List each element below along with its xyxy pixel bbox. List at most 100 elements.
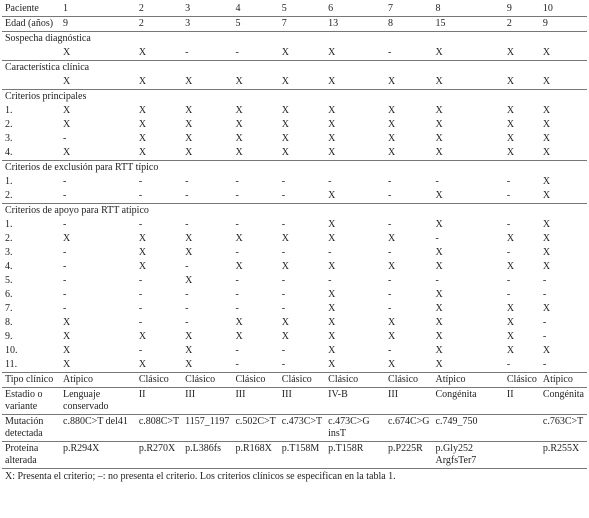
table-cell: 4. [5, 261, 13, 272]
table-cell: X [281, 47, 290, 58]
table-cell: 7 [281, 18, 287, 29]
table-cell: 1 [60, 2, 136, 17]
table-cell: X [435, 261, 443, 272]
table-cell: X [281, 147, 290, 158]
section-header: Característica clínica [2, 60, 587, 75]
table-cell: X [63, 47, 71, 58]
table-row: Edad (años) 9 2 3 5 7 13 8 15 2 9 [2, 17, 587, 32]
table-cell: - [63, 219, 67, 230]
table-cell: 2 [135, 2, 183, 17]
table-row: 3. - X X - - - - X - X [2, 246, 587, 260]
table-cell: 8 [388, 18, 394, 29]
table-cell: X [542, 303, 551, 314]
table-cell: - [235, 359, 239, 370]
table-cell: X [388, 119, 396, 130]
table-cell: - [138, 345, 143, 356]
table-cell: - [235, 303, 239, 314]
table-cell: - [235, 190, 239, 201]
table-cell: - [281, 289, 286, 300]
table-cell: X [435, 247, 443, 258]
table-cell: X [63, 359, 71, 370]
table-cell: X [328, 147, 336, 158]
table-cell: X [185, 345, 193, 356]
table-cell: 10. [5, 345, 18, 356]
table-cell: X [138, 133, 147, 144]
section-header: Criterios de exclusión para RTT típico [2, 160, 587, 175]
table-cell: - [542, 331, 547, 342]
table-cell: X [435, 359, 443, 370]
table-cell: 3 [182, 2, 233, 17]
table-cell: - [281, 219, 286, 230]
table-cell: Tipo clínico [2, 372, 60, 388]
table-row: 1. - - - - - - - - - X [2, 175, 587, 189]
table-row: 1. X X X X X X X X X X [2, 104, 587, 118]
table-cell: X [138, 331, 147, 342]
table-cell: X [435, 105, 443, 116]
table-cell: X [506, 119, 515, 130]
table-cell: X [542, 76, 551, 87]
table-cell: 3. [5, 247, 13, 258]
table-cell: 6. [5, 289, 13, 300]
table-cell: X [328, 345, 336, 356]
table-cell: - [185, 317, 189, 328]
table-cell: X [235, 76, 243, 87]
table-cell: X [388, 233, 396, 244]
table-cell: X [435, 345, 443, 356]
table-cell: - [435, 233, 439, 244]
table-cell: X [63, 233, 71, 244]
table-cell: - [435, 275, 439, 286]
table-cell: - [63, 275, 67, 286]
table-cell: - [506, 176, 511, 187]
table-cell: 9 [542, 18, 548, 29]
table-cell: Lenguaje conservado [60, 387, 136, 415]
table-cell: 1. [5, 219, 13, 230]
table-row: 1. - - - - - X - X - X [2, 218, 587, 232]
table-cell: X [185, 359, 193, 370]
table-cell: - [185, 176, 189, 187]
table-cell: Estadio o variante [2, 387, 60, 415]
table-row: 4. X X X X X X X X X X [2, 146, 587, 161]
table-cell: X [506, 331, 515, 342]
table-row: Criterios de apoyo para RTT atípico [2, 203, 587, 218]
table-cell: 1. [5, 176, 13, 187]
table-cell: X [388, 105, 396, 116]
table-cell: 1. [5, 105, 13, 116]
table-cell: - [185, 219, 189, 230]
table-cell: - [138, 289, 143, 300]
table-cell: X [435, 331, 443, 342]
table-cell: X [328, 331, 336, 342]
table-cell: - [138, 275, 143, 286]
table-cell: p.R294X [60, 441, 136, 468]
table-cell: X [542, 219, 551, 230]
table-cell [503, 414, 540, 442]
table-cell: X [328, 105, 336, 116]
table-cell: c.674C>G [385, 414, 433, 442]
table-cell: p.R270X [135, 441, 183, 468]
table-cell: p.T158R [325, 441, 386, 468]
table-row: Paciente 1 2 3 4 5 6 7 8 9 10 [2, 2, 587, 17]
table-cell: X [328, 359, 336, 370]
table-cell: X [281, 261, 290, 272]
table-cell: - [388, 47, 392, 58]
table-cell: 5 [235, 18, 241, 29]
table-cell: II [135, 387, 183, 415]
table-cell: X [63, 76, 71, 87]
table-cell: 9. [5, 331, 13, 342]
table-cell: Clásico [503, 372, 540, 388]
table-cell: X [506, 233, 515, 244]
table-cell: X [235, 133, 243, 144]
table-cell: X [185, 275, 193, 286]
table-cell: X [138, 261, 147, 272]
table-cell: 2 [138, 18, 144, 29]
table-cell: X [328, 119, 336, 130]
table-cell: - [63, 289, 67, 300]
table-cell: X [328, 289, 336, 300]
table-cell: - [235, 219, 239, 230]
table-cell: X [235, 331, 243, 342]
table-cell: Clásico [182, 372, 233, 388]
table-cell: X [138, 76, 147, 87]
table-cell: X [281, 119, 290, 130]
table-cell: 7 [385, 2, 433, 17]
table-cell: X [388, 331, 396, 342]
